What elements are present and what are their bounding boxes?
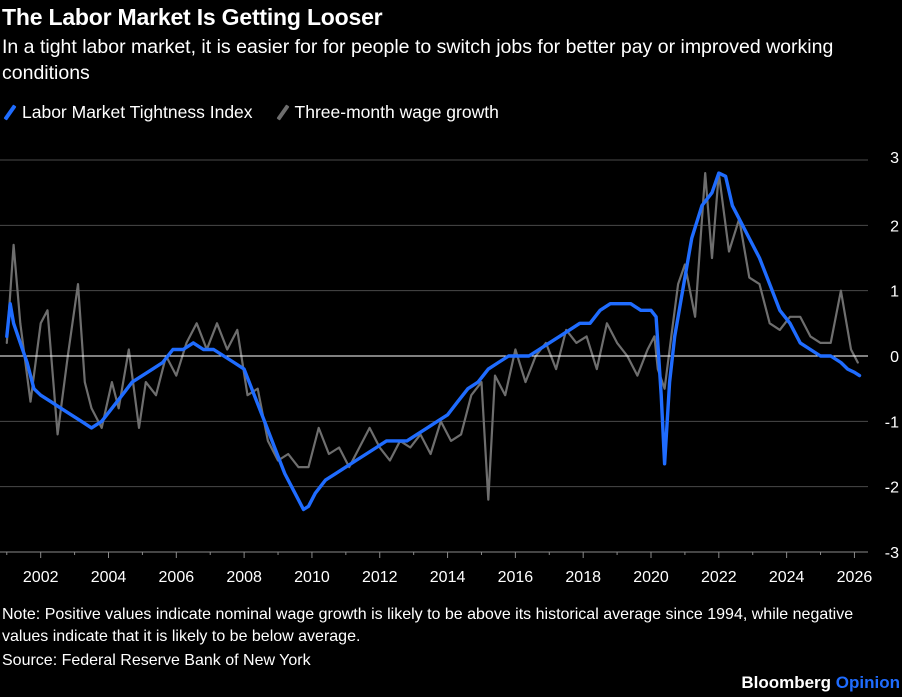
series-line-wage-growth [5, 172, 859, 501]
brand-accent: Opinion [835, 673, 900, 692]
y-tick-label: -3 [885, 545, 899, 562]
legend-item-tightness: Labor Market Tightness Index [2, 102, 253, 123]
legend-item-wage: Three-month wage growth [275, 102, 499, 123]
brand-logo: Bloomberg Opinion [741, 673, 900, 693]
y-tick-label: -1 [885, 414, 899, 431]
y-tick-label: 3 [890, 150, 899, 167]
x-tick-label: 2006 [159, 569, 195, 586]
chart-title: The Labor Market Is Getting Looser [2, 4, 383, 30]
x-tick-label: 2022 [701, 569, 737, 586]
y-tick-label: 2 [890, 218, 899, 235]
x-tick-label: 2024 [769, 569, 805, 586]
x-tick-label: 2018 [565, 569, 601, 586]
x-tick-label: 2008 [226, 569, 262, 586]
y-tick-label: 0 [890, 349, 899, 366]
x-tick-label: 2010 [294, 569, 330, 586]
x-tick-label: 2026 [837, 569, 873, 586]
y-tick-label: -2 [885, 480, 899, 497]
x-tick-label: 2020 [633, 569, 669, 586]
legend-label-wage: Three-month wage growth [294, 102, 499, 122]
chart-source: Source: Federal Reserve Bank of New York [2, 652, 311, 669]
y-tick-label: 1 [890, 284, 899, 301]
series-line-tightness-index [5, 171, 862, 512]
chart-note: Note: Positive values indicate nominal w… [2, 606, 854, 645]
chart-subtitle: In a tight labor market, it is easier fo… [2, 36, 834, 84]
chart-legend: Labor Market Tightness Index Three-month… [2, 102, 521, 123]
x-tick-label: 2004 [91, 569, 127, 586]
x-tick-label: 2002 [23, 569, 59, 586]
x-tick-label: 2012 [362, 569, 398, 586]
x-tick-label: 2016 [498, 569, 534, 586]
brand-name: Bloomberg [741, 673, 832, 692]
legend-label-tightness: Labor Market Tightness Index [22, 102, 253, 122]
x-tick-label: 2014 [430, 569, 466, 586]
